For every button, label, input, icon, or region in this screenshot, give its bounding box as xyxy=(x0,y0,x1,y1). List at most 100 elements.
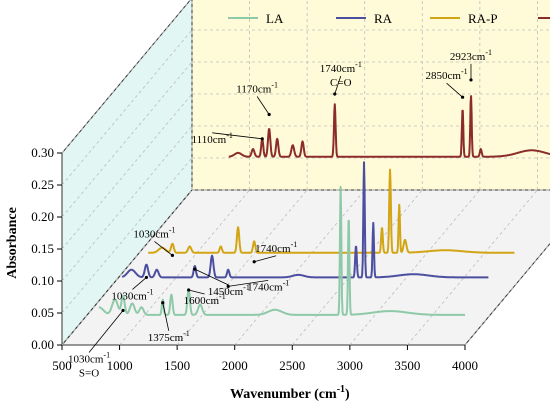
annotation-arrowhead xyxy=(267,112,271,117)
annotation-label: 1170cm-1 xyxy=(236,80,278,95)
y-tick-label: 0.30 xyxy=(31,145,54,160)
annotation-label-main: 1110cm xyxy=(192,134,227,146)
x-axis-title-main: Wavenumber (cm xyxy=(230,387,337,402)
annotation-arrow xyxy=(194,268,229,286)
annotation-label-main: 1740cm xyxy=(320,63,356,75)
annotation-arrow xyxy=(334,75,342,95)
annotation-arrow xyxy=(154,241,173,256)
annotation-label-sup: -1 xyxy=(226,131,233,140)
annotation-label-main: 1170cm xyxy=(236,83,271,95)
y-tick-label: 0.15 xyxy=(31,241,54,256)
annotation-label: 1375cm-1 xyxy=(148,329,190,344)
x-tick-label: 500 xyxy=(52,358,72,373)
annotation-label-sup: -1 xyxy=(243,283,250,292)
annotation-label: 2923cm-1 xyxy=(450,48,492,63)
grid-line-xfloor xyxy=(407,189,538,346)
annotation-label-main: 1030cm xyxy=(133,228,169,240)
annotation-label-sup: -1 xyxy=(169,225,176,234)
x-tick-label: 3500 xyxy=(394,358,420,373)
series-line-la xyxy=(98,185,466,316)
grid-line-xfloor xyxy=(349,189,481,346)
annotation-arrow xyxy=(228,279,269,287)
y-axis-title: Absorbance xyxy=(5,207,20,279)
annotation-label: 2850cm-1 xyxy=(426,67,468,82)
annotation-label: 1110cm-1 xyxy=(192,131,233,146)
annotation-label-main: 1740cm xyxy=(255,243,291,255)
annotation-sublabel: C=O xyxy=(330,77,352,89)
annotation-arrowhead xyxy=(170,253,175,257)
annotation-arrow xyxy=(132,277,147,290)
annotation-arrowhead xyxy=(161,301,165,305)
series-line-d-wco xyxy=(228,95,550,158)
x-axis-title-sup: -1 xyxy=(337,384,345,395)
y-tick-label: 0.20 xyxy=(31,209,54,224)
grid-line-xfloor xyxy=(61,189,193,346)
grid-line-ywall xyxy=(61,0,191,154)
grid-line-ywall xyxy=(61,29,193,186)
series-line-ra-p xyxy=(147,168,515,254)
x-tick-label: 3000 xyxy=(337,358,363,373)
legend-label: LA xyxy=(266,11,284,26)
annotation-label-sup: -1 xyxy=(283,278,290,287)
annotation-label-sup: -1 xyxy=(461,67,468,76)
annotation-arrow xyxy=(212,132,263,140)
annotation-label-sup: -1 xyxy=(355,60,362,69)
grid-line-xfloor xyxy=(234,189,366,346)
annotation-label: 1600cm-1 xyxy=(184,292,226,307)
annotation-arrowhead xyxy=(333,92,337,96)
annotation-arrowhead xyxy=(121,308,125,313)
annotation-arrowhead xyxy=(252,260,256,264)
chart-axes: 0.00 0.05 0.10 0.15 0.20 0.25 0.30 500 1000 1500 2… xyxy=(31,145,478,373)
x-axis-title-end: ) xyxy=(345,387,350,402)
annotation-arrow xyxy=(254,255,277,263)
x-tick-label: 1500 xyxy=(164,358,190,373)
x-tick-label: 2000 xyxy=(222,358,248,373)
grid-line-ywall xyxy=(61,125,193,282)
y-tick-label: 0.25 xyxy=(31,177,54,192)
annotation-arrowhead xyxy=(460,95,465,99)
y-tick-label: 0.00 xyxy=(31,337,54,352)
annotation-arrowhead xyxy=(260,137,264,141)
series-line-ra xyxy=(121,161,489,279)
annotation-arrow xyxy=(256,96,270,115)
grid-line-ywall xyxy=(61,157,193,314)
annotation-label-sup: -1 xyxy=(103,350,110,359)
annotation-label: 1030cm-1 xyxy=(111,287,153,302)
annotation-label: 1740cm-1 xyxy=(255,240,297,255)
x-tick-label: 2500 xyxy=(279,358,305,373)
annotation-label-sup: -1 xyxy=(485,48,492,57)
grid-line-xfloor xyxy=(119,189,250,346)
annotation-label-main: 1030cm xyxy=(68,353,104,365)
chart-grid xyxy=(61,0,550,346)
annotation-arrow xyxy=(162,302,170,331)
grid-line-ywall xyxy=(61,93,193,250)
annotation-label-main: 1450cm xyxy=(208,286,244,298)
series-lines xyxy=(98,95,550,316)
annotation-label-main: 1740cm xyxy=(247,281,283,293)
annotation-label: 1740cm-1 xyxy=(320,60,362,75)
x-axis-title: Wavenumber (cm-1) xyxy=(230,384,350,402)
y-tick-label: 0.05 xyxy=(31,305,54,320)
annotation-label-sup: -1 xyxy=(291,240,298,249)
annotation-label: 1450cm-1 xyxy=(208,283,250,298)
legend-label: RA xyxy=(374,11,393,26)
legend-label: RA-P xyxy=(468,11,498,26)
annotation-label-sup: -1 xyxy=(147,287,154,296)
annotation-arrow xyxy=(88,310,124,353)
annotation-label-sup: -1 xyxy=(271,80,278,89)
annotation-arrowhead xyxy=(469,78,473,82)
annotation-arrowhead xyxy=(144,275,149,280)
annotation-label-main: 1030cm xyxy=(111,290,147,302)
annotation-label-main: 1600cm xyxy=(184,295,220,307)
annotation-arrow xyxy=(446,82,463,98)
annotation-sublabel: S=O xyxy=(79,367,99,379)
annotation-arrowhead xyxy=(193,267,197,271)
annotation-arrowhead xyxy=(187,288,191,292)
annotation-label: 1740cm-1 xyxy=(247,278,289,293)
annotation-arrow xyxy=(188,289,205,295)
annotation-label-sup: -1 xyxy=(183,329,190,338)
x-tick-label: 4000 xyxy=(452,358,478,373)
